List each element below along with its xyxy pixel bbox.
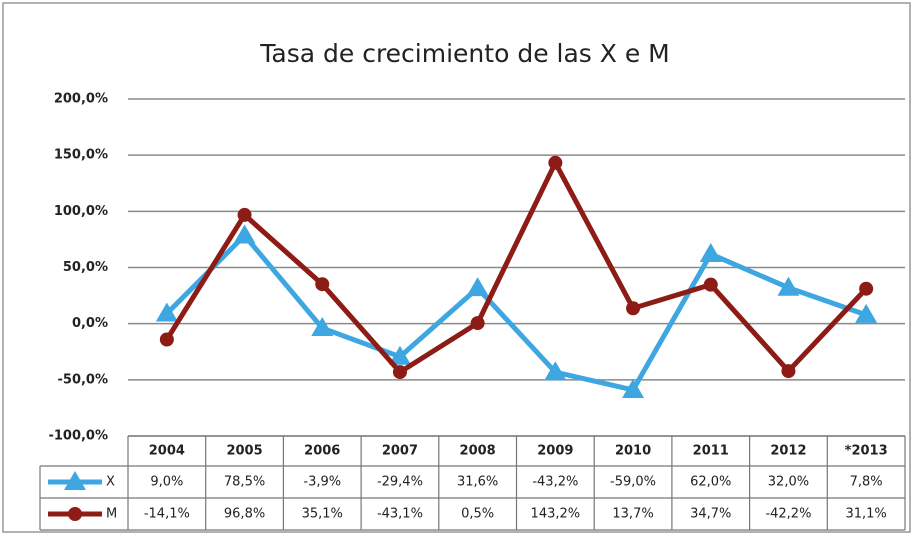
table-value: 62,0%	[690, 475, 731, 490]
x-tick-label: 2010	[615, 444, 651, 459]
x-tick-label: *2013	[845, 444, 888, 459]
y-tick-label: 50,0%	[63, 260, 108, 275]
x-tick-label: 2009	[537, 444, 573, 459]
marker	[470, 316, 485, 331]
table-value: 31,1%	[845, 507, 886, 522]
table-value: 9,0%	[150, 475, 183, 490]
table-value: 31,6%	[457, 475, 498, 490]
x-tick-label: 2004	[149, 444, 185, 459]
marker	[548, 155, 563, 170]
marker	[777, 276, 800, 296]
table-value: 143,2%	[531, 507, 581, 522]
marker	[781, 364, 796, 379]
table-value: -42,2%	[765, 507, 811, 522]
marker	[68, 507, 82, 521]
y-tick-label: 150,0%	[54, 148, 108, 163]
marker	[64, 471, 86, 490]
marker	[237, 207, 252, 222]
marker	[311, 317, 334, 337]
series-line	[165, 232, 867, 393]
marker	[159, 332, 174, 347]
table-value: -14,1%	[144, 507, 190, 522]
table-value: 78,5%	[224, 475, 265, 490]
x-tick-label: 2006	[304, 444, 340, 459]
marker	[315, 277, 330, 292]
table-value: -29,4%	[377, 475, 423, 490]
table-value: -3,9%	[303, 475, 341, 490]
marker	[466, 277, 489, 297]
marker	[622, 378, 645, 398]
marker	[703, 277, 718, 292]
table-value: 35,1%	[302, 507, 343, 522]
marker	[859, 281, 874, 296]
marker	[544, 361, 567, 381]
legend-label: X	[106, 475, 115, 490]
x-tick-label: 2005	[226, 444, 262, 459]
y-tick-label: 100,0%	[54, 204, 108, 219]
x-tick-label: 2012	[770, 444, 806, 459]
chart-title: Tasa de crecimiento de las X e M	[259, 39, 669, 68]
table-value: 7,8%	[850, 475, 883, 490]
legend-label: M	[106, 507, 117, 522]
table-value: 34,7%	[690, 507, 731, 522]
y-tick-label: -100,0%	[48, 429, 108, 444]
y-tick-label: 200,0%	[54, 92, 108, 107]
series-line	[164, 160, 868, 375]
marker	[699, 243, 722, 263]
x-tick-label: 2008	[460, 444, 496, 459]
table-value: -59,0%	[610, 475, 656, 490]
marker	[855, 303, 878, 323]
x-tick-label: 2011	[693, 444, 729, 459]
table-value: -43,2%	[532, 475, 578, 490]
x-tick-label: 2007	[382, 444, 418, 459]
marker	[392, 365, 407, 380]
table-value: 0,5%	[461, 507, 494, 522]
y-tick-label: 0,0%	[72, 316, 108, 331]
table-value: 13,7%	[612, 507, 653, 522]
marker	[233, 224, 256, 244]
table-value: 32,0%	[768, 475, 809, 490]
marker	[626, 301, 641, 316]
marker	[155, 302, 178, 322]
y-tick-label: -50,0%	[58, 372, 109, 387]
table-value: 96,8%	[224, 507, 265, 522]
marker	[388, 345, 411, 365]
table-value: -43,1%	[377, 507, 423, 522]
